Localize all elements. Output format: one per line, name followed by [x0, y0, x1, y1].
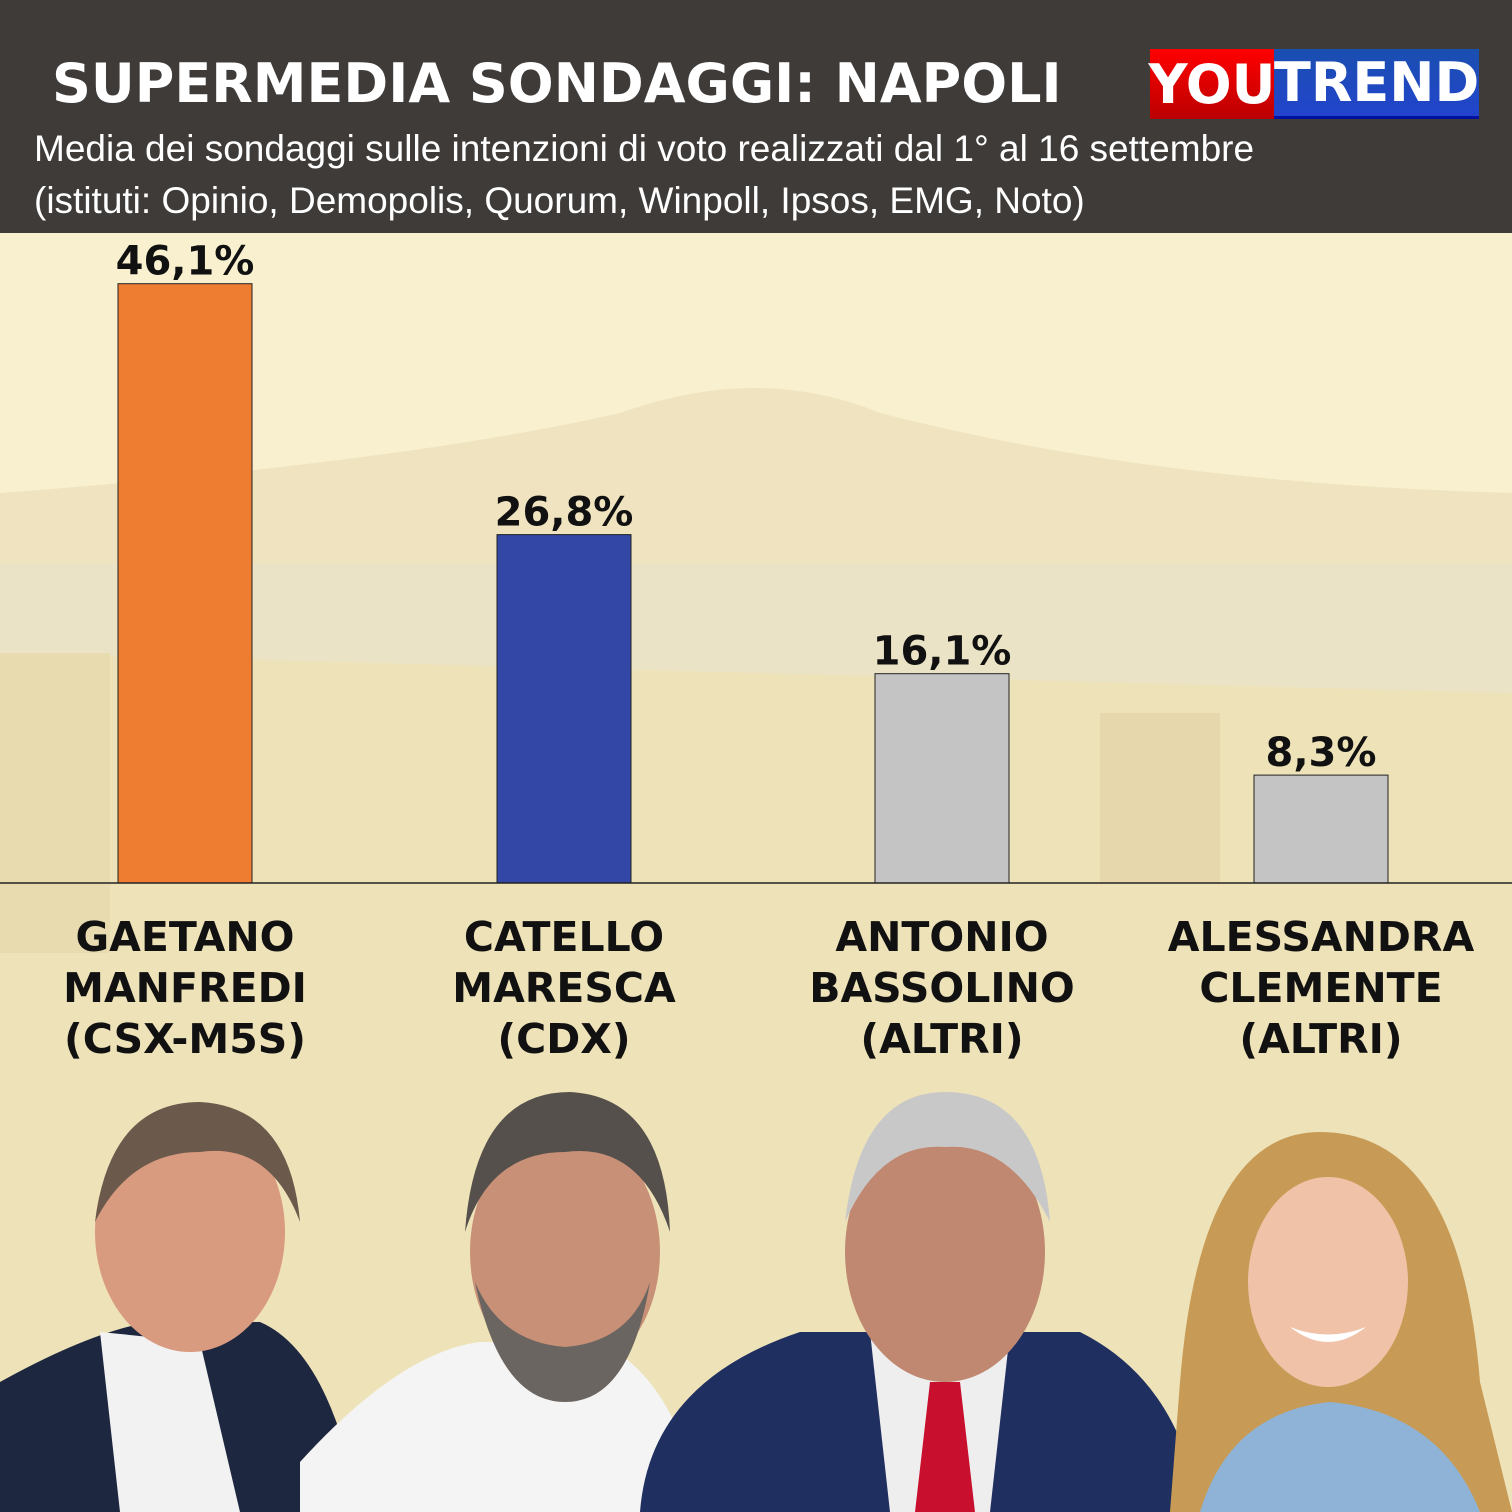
data-label: 8,3%: [1266, 730, 1377, 776]
subtitle-line1: Media dei sondaggi sulle intenzioni di v…: [34, 128, 1255, 169]
bar: [1253, 774, 1389, 884]
bar-chart: 46,1% 26,8% 16,1% 8,3%: [0, 239, 1512, 884]
photo-manfredi: [0, 1102, 360, 1512]
candidate-photos: [0, 1092, 1512, 1512]
subtitle-line2: (istituti: Opinio, Demopolis, Quorum, Wi…: [34, 180, 1085, 221]
data-label: 46,1%: [116, 239, 255, 285]
category-label: ALESSANDRA CLEMENTE (ALTRI): [1167, 913, 1475, 1063]
photo-bassolino: [640, 1092, 1200, 1512]
bar: [874, 673, 1010, 884]
header: SUPERMEDIA SONDAGGI: NAPOLI YOU TREND Me…: [0, 0, 1512, 233]
youtrend-logo: YOU TREND: [1149, 49, 1480, 119]
data-label: 26,8%: [495, 490, 634, 536]
logo-trend: TREND: [1274, 49, 1480, 119]
bar: [117, 283, 253, 884]
data-label: 16,1%: [873, 629, 1012, 675]
photo-maresca: [300, 1092, 700, 1512]
category-label: ANTONIO BASSOLINO (ALTRI): [809, 913, 1075, 1063]
page-title: SUPERMEDIA SONDAGGI: NAPOLI: [52, 52, 1062, 115]
photo-clemente: [1170, 1132, 1512, 1512]
category-label: CATELLO MARESCA (CDX): [452, 913, 676, 1063]
bar: [496, 534, 632, 884]
logo-you: YOU: [1149, 49, 1275, 119]
category-label: GAETANO MANFREDI (CSX-M5S): [63, 913, 307, 1063]
